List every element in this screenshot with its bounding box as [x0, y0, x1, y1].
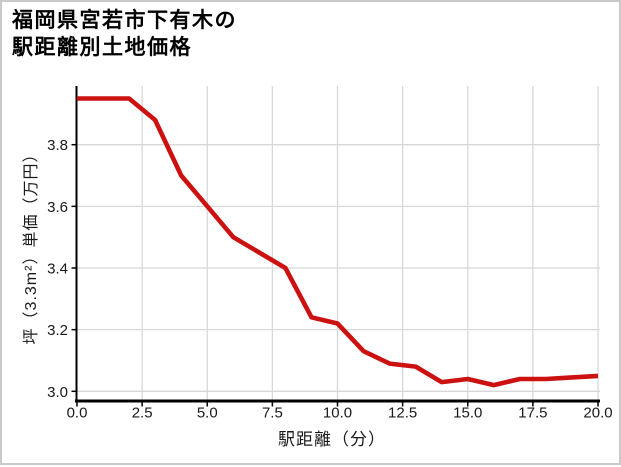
y-tick-label: 3.2	[47, 322, 68, 339]
x-tick-label: 17.5	[518, 405, 547, 422]
y-tick-label: 3.0	[47, 384, 68, 401]
x-tick-label: 12.5	[388, 405, 417, 422]
y-axis-label: 坪（3.3m²）単価（万円）	[23, 145, 40, 345]
x-tick-label: 15.0	[453, 405, 482, 422]
chart-title-line-2: 駅距離別土地価格	[12, 36, 192, 59]
x-tick-label: 20.0	[583, 405, 612, 422]
y-tick-label: 3.6	[47, 199, 68, 216]
x-axis-label: 駅距離（分）	[278, 430, 386, 449]
chart-title-line-1: 福岡県宮若市下有木の	[12, 9, 237, 32]
x-tick-label: 10.0	[323, 405, 352, 422]
chart-title: 福岡県宮若市下有木の 駅距離別土地価格	[12, 7, 237, 61]
price-line	[77, 96, 599, 388]
x-tick-label: 7.5	[262, 405, 283, 422]
x-tick-label: 0.0	[67, 405, 88, 422]
x-tick-label: 2.5	[132, 405, 153, 422]
x-tick-label: 5.0	[197, 405, 218, 422]
y-tick-label: 3.8	[47, 137, 68, 154]
y-tick-label: 3.4	[47, 261, 68, 278]
